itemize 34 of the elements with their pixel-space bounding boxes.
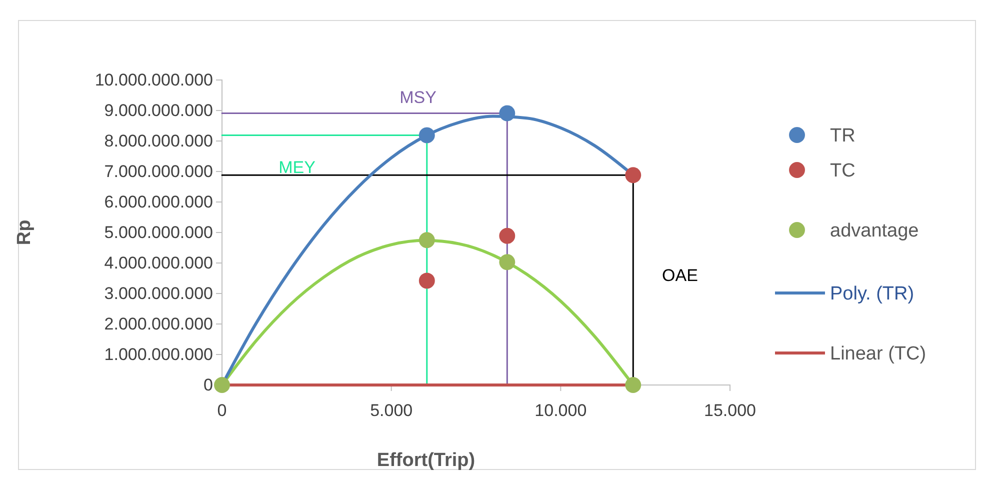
y-tick-label: 2.000.000.000 [104,314,213,334]
y-tick-label: 6.000.000.000 [104,192,213,212]
point [418,232,435,248]
annotation: OAE [662,266,698,285]
legend-label: Poly. (TR) [830,284,914,305]
annotation: MSY [400,88,436,107]
legend-label: TR [830,126,856,147]
y-tick-label: 8.000.000.000 [104,131,213,150]
point [214,377,230,393]
point [499,228,516,244]
y-tick-label: 1.000.000.000 [104,344,213,364]
legend-label: TC [830,160,856,182]
y-axis-title: Rp [14,220,35,246]
x-tick-label: 5.000 [370,401,413,420]
point [418,272,435,289]
y-tick-label: 9.000.000.000 [104,100,213,120]
y-tick-label: 5.000.000.000 [104,222,213,242]
annotation: MEY [278,158,316,177]
y-tick-label: 3.000.000.000 [104,284,213,303]
y-tick-label: 10.000.000.000 [94,70,213,90]
legend-label: advantage [830,220,919,242]
point [625,167,642,184]
point [499,105,516,122]
x-tick-label: 10.000 [534,401,587,420]
point [625,377,642,393]
x-tick-label: 15.000 [704,401,756,420]
y-tick-label: 7.000.000.000 [104,162,213,181]
y-tick-label: 4.000.000.000 [104,253,213,272]
point [418,127,435,144]
legend-label: Linear (TC) [830,344,926,365]
point [499,254,516,270]
x-axis-title: Effort(Trip) [376,450,476,471]
y-tick-label: 0 [204,375,213,394]
x-tick-label: 0 [217,401,227,420]
